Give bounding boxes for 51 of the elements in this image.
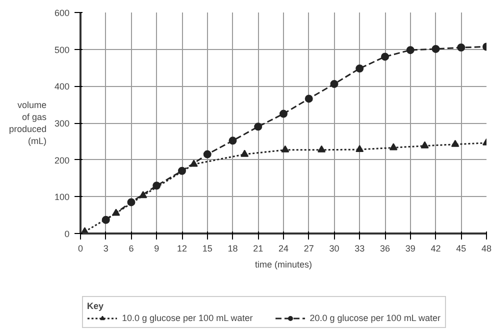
point [102, 216, 110, 224]
legend-title: Key [87, 301, 105, 311]
y-tick-label: 300 [54, 118, 70, 128]
point [254, 122, 262, 131]
y-tick-label: 500 [54, 44, 70, 55]
x-tick-label: 42 [430, 244, 441, 254]
point [432, 44, 440, 53]
x-axis-title: time (minutes) [254, 260, 312, 270]
legend-label: 10.0 g glucose per 100 mL water [122, 313, 253, 323]
x-tick-label: 48 [481, 244, 492, 254]
point [420, 141, 429, 148]
point [178, 166, 186, 175]
point [330, 80, 338, 88]
x-tick-label: 9 [154, 244, 160, 254]
point [381, 52, 389, 61]
y-tick-label: 200 [54, 155, 70, 166]
point [451, 140, 460, 147]
x-tick-label: 21 [253, 244, 264, 254]
point [228, 136, 237, 145]
y-tick-label: 0 [64, 229, 70, 239]
point [318, 145, 326, 152]
x-tick-label: 30 [329, 244, 340, 254]
x-tick-label: 0 [78, 244, 84, 254]
x-tick-label: 45 [456, 244, 466, 254]
y-tick-label: 400 [54, 82, 70, 92]
x-tick-label: 3 [103, 244, 108, 254]
x-tick-label: 15 [202, 244, 212, 254]
legend-label: 20.0 g glucose per 100 mL water [310, 313, 440, 323]
y-tick-label: 100 [54, 192, 70, 202]
x-tick-label: 39 [405, 244, 416, 254]
point [127, 198, 136, 206]
point [152, 182, 161, 190]
x-tick-label: 24 [278, 244, 289, 254]
point [240, 150, 249, 157]
x-tick-label: 33 [354, 244, 365, 254]
point [406, 46, 414, 54]
point [304, 94, 313, 103]
x-tick-label: 36 [380, 244, 390, 254]
point [356, 144, 364, 152]
x-tick-label: 6 [128, 244, 134, 254]
point [356, 64, 364, 72]
point [457, 44, 466, 52]
point [389, 143, 398, 150]
point [281, 145, 290, 152]
point [280, 110, 288, 118]
y-tick-label: 600 [54, 8, 70, 18]
point [203, 150, 212, 158]
x-tick-label: 12 [176, 244, 188, 254]
x-tick-label: 27 [304, 244, 314, 254]
y-axis-title: volume of gas produced (mL) [8, 100, 47, 146]
x-tick-label: 18 [228, 244, 238, 254]
